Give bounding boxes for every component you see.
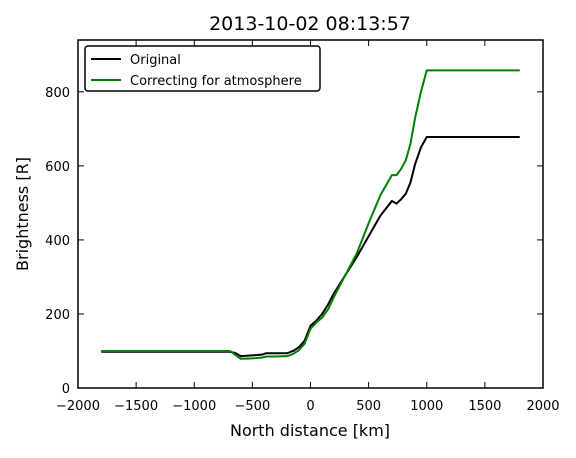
x-tick-label: −1000 — [172, 399, 216, 414]
legend-box — [84, 45, 321, 92]
x-tick-label: 500 — [356, 399, 381, 414]
legend-label-correcting-for-atmosphere: Correcting for atmosphere — [130, 74, 302, 89]
x-tick-label: 0 — [306, 399, 314, 414]
legend: Original Correcting for atmosphere — [84, 45, 321, 92]
y-tick-label: 200 — [45, 308, 70, 323]
x-tick-label: 2000 — [526, 399, 559, 414]
chart-title: 2013-10-02 08:13:57 — [209, 13, 411, 35]
y-tick-label: 0 — [62, 382, 70, 397]
legend-label-original: Original — [130, 53, 181, 68]
y-axis-label: Brightness [R] — [13, 157, 32, 271]
x-tick-label: 1000 — [410, 399, 443, 414]
y-tick-label: 600 — [45, 160, 70, 175]
x-tick-label: 1500 — [468, 399, 501, 414]
series-line-0 — [101, 136, 520, 358]
y-tick-label: 800 — [45, 86, 70, 101]
x-tick-label: −500 — [235, 399, 271, 414]
x-tick-label: −2000 — [56, 399, 100, 414]
x-tick-label: −1500 — [114, 399, 158, 414]
plot-area-frame — [77, 39, 544, 389]
x-axis-label: North distance [km] — [230, 421, 390, 440]
series-line-1 — [101, 69, 520, 360]
y-tick-label: 400 — [45, 234, 70, 249]
